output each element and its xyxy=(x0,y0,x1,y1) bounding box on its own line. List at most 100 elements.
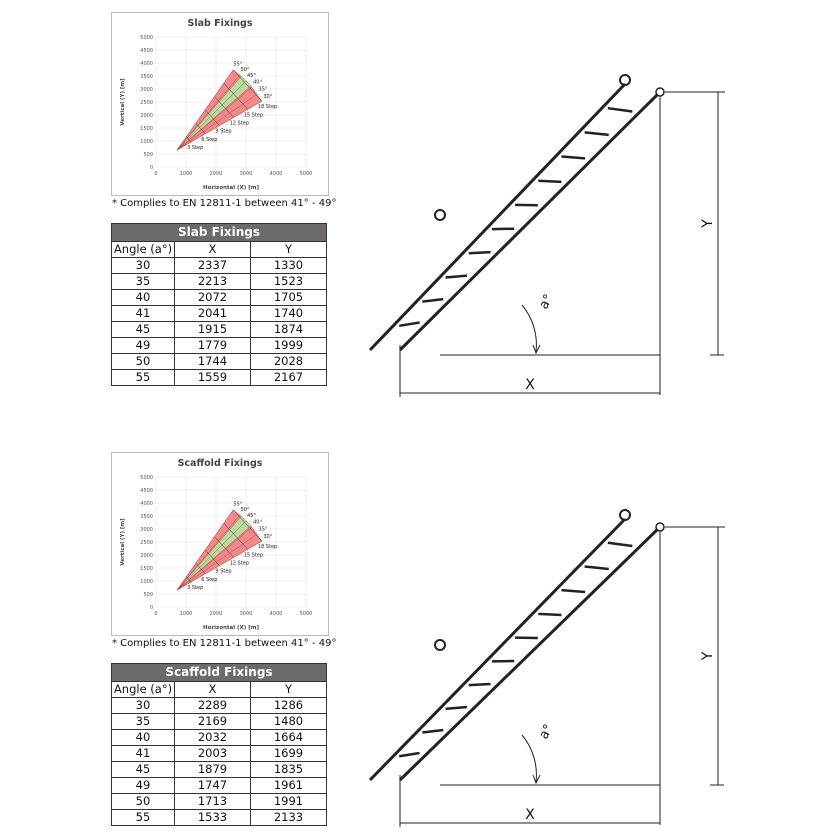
scaffold-column-header: X xyxy=(174,681,251,698)
slab-ladder-rail-highlight xyxy=(372,84,629,352)
scaffold-angle-label: 30° xyxy=(263,534,272,540)
scaffold-table-cell: 50 xyxy=(111,793,175,810)
slab-angle-label: 50° xyxy=(241,67,250,73)
slab-table-cell: 2337 xyxy=(174,257,251,274)
slab-step-label: 12 Step xyxy=(230,120,249,126)
slab-table-cell: 1874 xyxy=(250,321,327,338)
scaffold-step-label: 12 Step xyxy=(230,560,249,566)
scaffold-table-cell: 2032 xyxy=(174,729,251,746)
scaffold-angle-ray xyxy=(176,526,253,591)
slab-ladder-rung xyxy=(561,155,586,160)
scaffold-table-row: 30 2289 1286 xyxy=(111,697,327,714)
scaffold-ladder-rung xyxy=(398,751,420,758)
slab-table-cell: 35 xyxy=(111,273,175,290)
scaffold-table-cell: 1713 xyxy=(174,793,251,810)
scaffold-angle-label: 35° xyxy=(259,527,268,533)
scaffold-angle-arrowhead xyxy=(532,774,541,785)
scaffold-table-row: 55 1533 2133 xyxy=(111,809,327,826)
scaffold-x-tick-label: 0 xyxy=(154,611,157,617)
slab-top-hinge xyxy=(655,87,665,97)
slab-x-tick-label: 3000 xyxy=(240,171,253,177)
slab-table-row: 35 2213 1523 xyxy=(111,273,327,290)
slab-table-row: 40 2072 1705 xyxy=(111,289,327,306)
scaffold-table-cell: 1991 xyxy=(250,793,327,810)
scaffold-step-line xyxy=(223,523,248,550)
scaffold-y-tick-label: 500 xyxy=(143,592,153,598)
slab-table-cell: 1999 xyxy=(250,337,327,354)
scaffold-x-label: X xyxy=(525,807,535,823)
scaffold-ring-fitting xyxy=(434,639,446,651)
scaffold-y-tick-label: 2000 xyxy=(140,553,153,559)
scaffold-step-line xyxy=(233,509,263,542)
scaffold-table-cell: 30 xyxy=(111,697,175,714)
scaffold-step-line xyxy=(186,576,192,583)
slab-ladder-diagram: Y Xa° xyxy=(368,74,725,397)
scaffold-y-tick-label: 3000 xyxy=(140,527,153,533)
slab-ladder-group: Y Xa° xyxy=(368,74,725,397)
scaffold-table-cell: 1533 xyxy=(174,809,251,826)
scaffold-ladder-rung xyxy=(561,588,586,594)
scaffold-table-cell: 45 xyxy=(111,761,175,778)
scaffold-ladder-rung xyxy=(422,728,444,734)
scaffold-angle-label: 50° xyxy=(241,507,250,513)
slab-step-label: 15 Step xyxy=(244,112,263,118)
slab-step-line xyxy=(233,69,263,102)
slab-ladder-rung xyxy=(538,179,562,184)
slab-step-label: 18 Step xyxy=(258,104,277,110)
scaffold-fixings-table: Scaffold Fixings Angle (a°) X Y 30 2289 1286 3… xyxy=(111,663,327,826)
slab-table-cell: 1330 xyxy=(250,257,327,274)
slab-y-tick-label: 1500 xyxy=(140,126,153,132)
slab-table-cell: 1779 xyxy=(174,337,251,354)
scaffold-y-tick-label: 4000 xyxy=(140,501,153,507)
slab-y-tick-label: 500 xyxy=(143,152,153,158)
slab-table-cell: 1523 xyxy=(250,273,327,290)
scaffold-fan-chart: Scaffold Fixings 0 500 1000 1500 2000 2500 3000… xyxy=(111,452,329,636)
scaffold-angle-arc xyxy=(521,734,537,783)
slab-ladder-rung xyxy=(445,274,468,279)
slab-table-row: 50 1744 2028 xyxy=(111,353,327,370)
slab-table-cell: 40 xyxy=(111,289,175,306)
scaffold-step-label: 18 Step xyxy=(258,544,277,550)
slab-ladder-rail-highlight xyxy=(402,92,664,352)
scaffold-fan-chart-svg: Scaffold Fixings 0 500 1000 1500 2000 2500 3000… xyxy=(120,458,312,631)
scaffold-table-header-row: Angle (a°) X Y xyxy=(111,681,327,698)
slab-table-cell: 1744 xyxy=(174,353,251,370)
scaffold-angle-label: 40° xyxy=(253,520,262,526)
scaffold-x-tick-label: 1000 xyxy=(180,611,193,617)
slab-y-tick-label: 4000 xyxy=(140,61,153,67)
slab-table-cell: 2072 xyxy=(174,289,251,306)
scaffold-y-label: Y xyxy=(700,651,716,661)
slab-step-line xyxy=(214,96,234,118)
scaffold-chart-title: Scaffold Fixings xyxy=(178,458,263,469)
slab-fan-chart: Slab Fixings 0 500 1000 1500 2000 2500 3000 3500… xyxy=(111,12,329,196)
scaffold-ladder-rail xyxy=(368,517,627,782)
scaffold-y-tick-label: 4500 xyxy=(140,488,153,494)
scaffold-table-cell: 49 xyxy=(111,777,175,794)
slab-x-tick-label: 0 xyxy=(154,171,157,177)
scaffold-step-line xyxy=(214,536,234,558)
slab-step-label: 3 Step xyxy=(187,145,203,151)
slab-angle-arrowhead xyxy=(532,344,541,355)
slab-y-tick-label: 2000 xyxy=(140,113,153,119)
slab-step-line xyxy=(204,109,220,126)
slab-table-title: Slab Fixings xyxy=(111,223,327,242)
scaffold-y-axis-label: Vertical (Y) [m] xyxy=(120,518,126,566)
scaffold-step-label: 15 Step xyxy=(244,552,263,558)
scaffold-table-cell: 41 xyxy=(111,745,175,762)
scaffold-table-cell: 2133 xyxy=(250,809,327,826)
scaffold-step-label: 9 Step xyxy=(215,569,231,575)
slab-table-header-row: Angle (a°) X Y xyxy=(111,241,327,258)
slab-x-axis-label: Horizontal (X) [m] xyxy=(203,185,259,191)
slab-table-cell: 2167 xyxy=(250,369,327,386)
scaffold-table-cell: 1961 xyxy=(250,777,327,794)
scaffold-column-header: Y xyxy=(250,681,327,698)
slab-y-tick-label: 4500 xyxy=(140,48,153,54)
scaffold-table-cell: 1747 xyxy=(174,777,251,794)
slab-step-line xyxy=(186,136,192,143)
slab-step-line xyxy=(223,83,248,110)
scaffold-y-tick-label: 1000 xyxy=(140,579,153,585)
slab-table-cell: 55 xyxy=(111,369,175,386)
slab-table-cell: 50 xyxy=(111,353,175,370)
scaffold-ladder-rung xyxy=(607,541,633,548)
slab-table-row: 30 2337 1330 xyxy=(111,257,327,274)
